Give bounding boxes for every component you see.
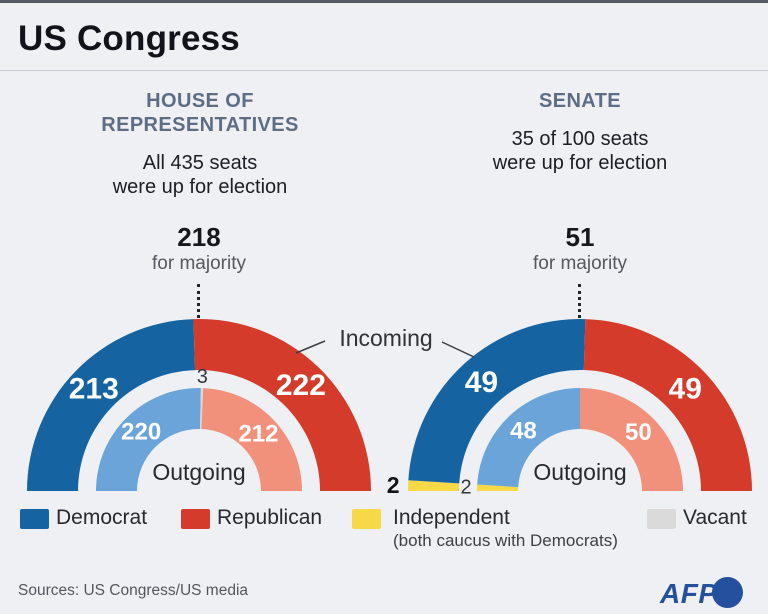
house-majority-dotted-line [197, 284, 200, 318]
senate-outgoing-label: Outgoing [533, 459, 627, 485]
republican-swatch [181, 509, 210, 529]
house-subtitle: All 435 seats were up for election [112, 152, 288, 199]
house-majority-annotation: 218 for majority [99, 222, 299, 275]
incoming-value-democrat: 49 [465, 366, 498, 399]
senate-subtitle: 35 of 100 seats were up for election [492, 128, 668, 175]
outgoing-segment-democrat [477, 388, 580, 488]
afp-logo-text: AFP [660, 578, 718, 609]
incoming-segment-republican [583, 319, 752, 491]
house-chart: 213 222 220 3 212 [27, 319, 371, 491]
outgoing-value-republican: 50 [625, 419, 652, 446]
house-majority-label: for majority [152, 252, 246, 274]
senate-majority-annotation: 51 for majority [480, 222, 680, 275]
outgoing-value-independent: 2 [460, 476, 471, 498]
outgoing-value-republican: 212 [238, 420, 278, 447]
senate-heading: SENATE [538, 90, 622, 112]
senate-majority-value: 51 [565, 222, 595, 252]
independent-legend-label: Independent [393, 506, 510, 529]
incoming-leader-lines [295, 340, 475, 358]
republican-legend-label: Republican [217, 506, 323, 529]
incoming-value-republican: 49 [669, 373, 702, 406]
afp-logo-circle [712, 577, 743, 608]
incoming-segment-democrat [27, 319, 196, 491]
outgoing-segment-republican [580, 388, 683, 491]
incoming-segment-republican [193, 319, 371, 491]
title-divider [0, 70, 768, 71]
outgoing-value-vacant: 3 [197, 366, 208, 388]
vacant-legend-label: Vacant [683, 506, 747, 529]
incoming-segment-democrat [408, 319, 586, 484]
independent-swatch [352, 509, 381, 529]
incoming-label: Incoming [339, 325, 433, 351]
house-outgoing-label: Outgoing [152, 459, 246, 485]
outgoing-segment-independent [477, 484, 519, 491]
incoming-value-democrat: 213 [69, 373, 119, 406]
sources-text: Sources: US Congress/US media [18, 582, 249, 599]
outgoing-segment-vacant [200, 388, 204, 430]
outgoing-segment-republican [201, 388, 302, 491]
independent-legend-note: (both caucus with Democrats) [393, 531, 618, 550]
house-heading: HOUSE OF REPRESENTATIVES [101, 90, 299, 137]
outgoing-value-democrat: 220 [121, 419, 161, 446]
democrat-legend-label: Democrat [56, 506, 148, 529]
outgoing-value-democrat: 48 [510, 417, 537, 444]
outgoing-segment-democrat [96, 388, 201, 491]
senate-majority-dotted-line [578, 284, 581, 318]
incoming-value-republican: 222 [276, 369, 326, 402]
house-majority-value: 218 [177, 222, 221, 252]
incoming-value-independent: 2 [387, 472, 400, 498]
incoming-segment-independent [408, 480, 460, 491]
afp-logo: AFP [660, 576, 750, 610]
senate-majority-label: for majority [533, 252, 627, 274]
democrat-swatch [20, 509, 49, 529]
vacant-swatch [647, 509, 676, 529]
senate-chart: 2 49 49 2 48 50 [387, 319, 752, 498]
page-title: US Congress [18, 19, 240, 58]
